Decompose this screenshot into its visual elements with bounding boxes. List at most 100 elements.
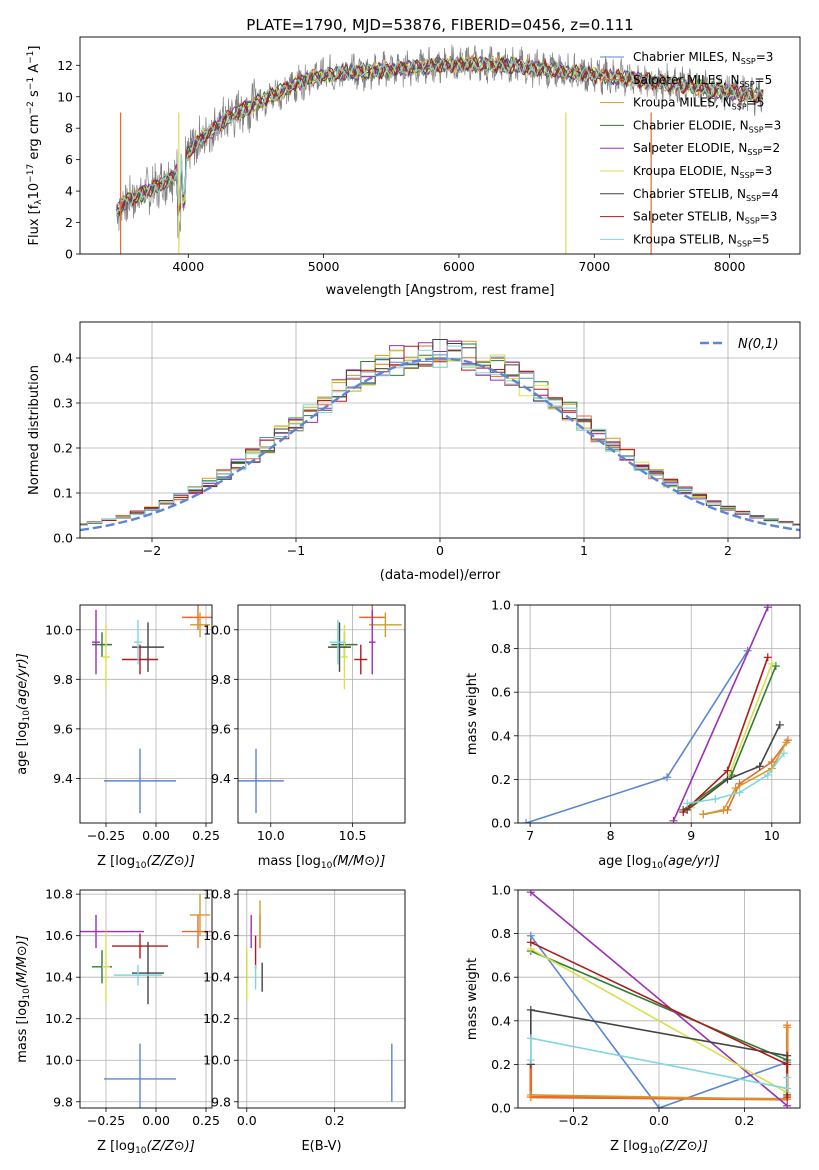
x-tick-label: −0.2 xyxy=(558,1113,588,1128)
legend-entry: Kroupa MILES, NSSP=5 xyxy=(633,96,764,112)
plot-area xyxy=(526,890,792,1108)
x-tick-label: 0.2 xyxy=(325,1113,345,1128)
x-tick-label: −1 xyxy=(287,543,305,558)
label-part: =5 xyxy=(755,73,773,87)
y-tick-label: 0.1 xyxy=(53,486,73,501)
label-part: =5 xyxy=(752,232,770,246)
label-part: Chabrier ELODIE, N xyxy=(633,118,749,132)
label-part: 10 xyxy=(648,1146,660,1156)
x-tick-label: −2 xyxy=(143,543,161,558)
x-tick-label: 0.2 xyxy=(735,1113,755,1128)
legend-entry: N(0,1) xyxy=(738,337,779,352)
errorbar-point-7 xyxy=(122,644,158,675)
plot-area xyxy=(522,605,792,823)
mass-vs-metallicity-panel: −0.25 0.00 0.25 9.8 10.0 10.2 10.4 10.6 10.8 Z [l… xyxy=(15,887,220,1156)
label-part: −1 xyxy=(26,51,36,64)
y-axis-label: mass weight xyxy=(465,958,480,1040)
label-part: SSP xyxy=(749,125,764,134)
label-part: s xyxy=(27,90,42,101)
age-vs-mass-panel: 10.0 10.5 9.4 9.6 9.8 10.0 mass [log10(M/M⊙)] xyxy=(203,604,406,871)
legend-entry: Kroupa ELODIE, NSSP=3 xyxy=(633,164,772,180)
axes-frame xyxy=(517,604,801,824)
label-part: (age/yr)] xyxy=(663,854,720,869)
errorbar-point-1 xyxy=(182,914,212,949)
y-tick-label: 9.8 xyxy=(53,672,73,687)
x-tick-label: 4000 xyxy=(172,259,204,274)
y-tick-label: 10.2 xyxy=(45,1011,73,1026)
label-part: (age/yr)] xyxy=(15,653,30,710)
y-tick-label: 0.2 xyxy=(491,1057,511,1072)
label-part: age [log xyxy=(15,722,30,775)
errorbar-point-2 xyxy=(190,894,210,936)
residual-histogram-7 xyxy=(80,345,800,525)
errorbar-point-0 xyxy=(104,748,176,814)
y-tick-label: 0.4 xyxy=(53,351,73,366)
label-part: mass [log xyxy=(258,854,321,869)
y-tick-label: 10.6 xyxy=(203,928,231,943)
x-tick-label: 6000 xyxy=(443,259,475,274)
label-part: −1 xyxy=(26,77,36,90)
weight-line xyxy=(530,948,788,1094)
y-tick-label: 10.0 xyxy=(203,1053,231,1068)
label-part: Z [log xyxy=(97,854,135,869)
axes-frame xyxy=(237,604,406,824)
label-part: =3 xyxy=(755,164,773,178)
legend-entry: Chabrier MILES, NSSP=3 xyxy=(633,50,773,66)
x-axis-label: Z [log10(Z/Z⊙)] xyxy=(97,854,195,871)
residual-histogram-8 xyxy=(80,345,800,526)
x-tick-label: 10 xyxy=(764,828,780,843)
weight-line xyxy=(530,935,788,1108)
weight-line xyxy=(530,1037,788,1090)
errorbar-point-4 xyxy=(80,914,144,949)
label-part: SSP xyxy=(745,217,760,226)
y-tick-label: 9.8 xyxy=(53,1094,73,1109)
y-tick-label: 9.8 xyxy=(211,672,231,687)
plot-area xyxy=(80,339,800,532)
x-axis-label: age [log10(age/yr)] xyxy=(598,854,720,871)
label-part: (Z/Z⊙)] xyxy=(147,854,195,869)
x-axis-label: wavelength [Angstrom, rest frame] xyxy=(326,283,555,298)
x-tick-label: 0.0 xyxy=(237,1113,257,1128)
weight-line xyxy=(530,950,788,1061)
y-tick-label: 0 xyxy=(65,247,73,262)
plot-area xyxy=(246,900,393,1102)
errorbar-point-2 xyxy=(190,612,210,638)
x-tick-label: 0.00 xyxy=(142,1113,170,1128)
y-tick-label: 0.0 xyxy=(491,1101,511,1116)
weight-line xyxy=(686,724,781,811)
errorbar-point-5 xyxy=(102,624,110,690)
weight-line xyxy=(530,891,788,1107)
y-tick-label: 10.6 xyxy=(45,928,73,943)
y-tick-label: 9.8 xyxy=(211,1094,231,1109)
x-tick-label: 0 xyxy=(436,543,444,558)
label-part: 10 xyxy=(651,861,663,871)
y-tick-label: 0.3 xyxy=(53,396,73,411)
y-tick-label: 8 xyxy=(65,121,73,136)
label-part: (M/M⊙)] xyxy=(15,935,30,988)
y-tick-label: 0.4 xyxy=(491,1013,511,1028)
y-tick-label: 9.4 xyxy=(211,771,231,786)
label-part: Salpeter ELODIE, N xyxy=(633,141,747,155)
errorbar-point-4 xyxy=(368,609,376,675)
age-vs-metallicity-panel: −0.25 0.00 0.259.49.69.810.0Z [log10(Z/Z⊙)… xyxy=(15,604,220,871)
model-spectrum-7 xyxy=(116,56,764,215)
errorbar-point-4 xyxy=(92,609,100,675)
y-tick-label: 0.2 xyxy=(491,772,511,787)
y-tick-label: 10.4 xyxy=(45,970,73,985)
y-tick-label: 0.0 xyxy=(53,531,73,546)
label-part: 10 xyxy=(22,988,32,1000)
x-axis-label: E(B-V) xyxy=(301,1139,341,1154)
x-tick-label: 0.25 xyxy=(192,1113,220,1128)
x-tick-label: −0.25 xyxy=(87,828,125,843)
y-tick-label: 9.6 xyxy=(211,721,231,736)
label-part: =4 xyxy=(761,187,779,201)
label-part: =3 xyxy=(756,50,774,64)
weight-line xyxy=(672,606,769,822)
y-tick-label: 6 xyxy=(65,152,73,167)
y-tick-label: 10 xyxy=(57,89,73,104)
legend-entry: Kroupa STELIB, NSSP=5 xyxy=(633,232,770,248)
label-part: Z [log xyxy=(610,1139,648,1154)
label-part: Kroupa ELODIE, N xyxy=(633,164,740,178)
errorbar-point-8 xyxy=(329,619,347,665)
